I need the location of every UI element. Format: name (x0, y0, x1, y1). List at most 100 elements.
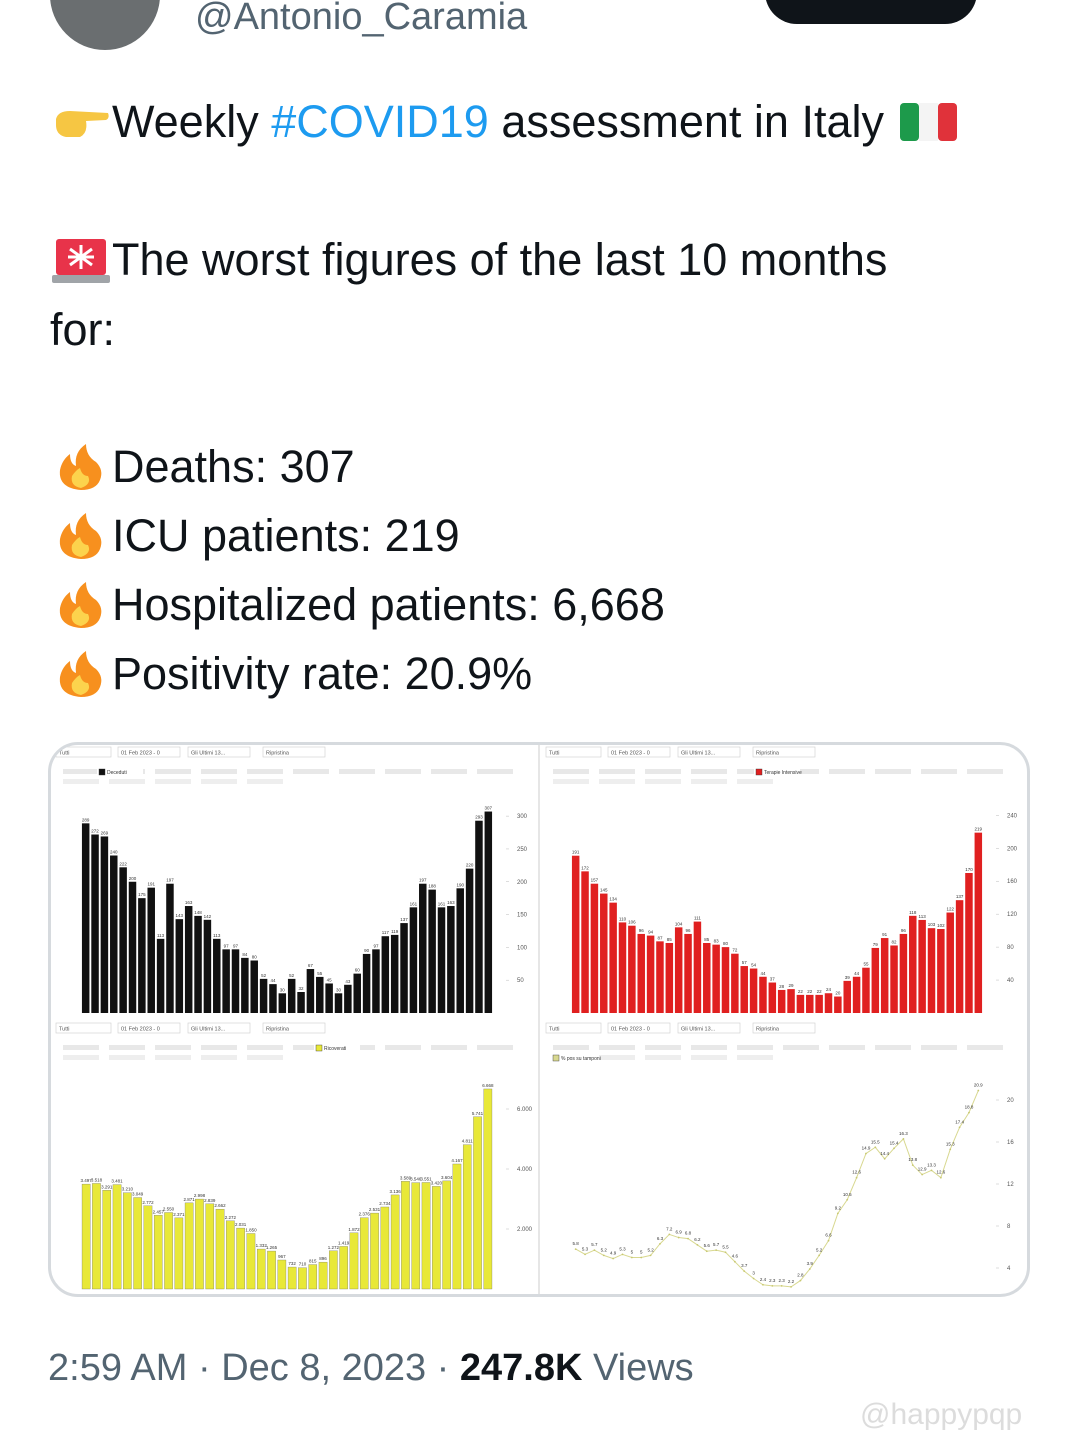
legend-placeholder (155, 1055, 191, 1060)
bar (241, 957, 249, 1013)
value-label: 118 (909, 910, 917, 915)
tweet-line: The worst figures of the last 10 months (50, 225, 887, 295)
chart-image[interactable]: Tutti 01 Feb 2023 - 0 Gli Ultimi 13... Ripr… (48, 742, 1030, 1297)
legend-bg (754, 767, 800, 776)
value-label: 1.332 (256, 1243, 268, 1248)
value-label: 5.2 (601, 1247, 608, 1252)
y-tick-label: 4.000 (517, 1167, 533, 1173)
toolbar-box (55, 1022, 112, 1034)
value-label: 272 (91, 829, 99, 834)
value-label: 80 (723, 941, 729, 946)
value-label: 15.5 (871, 1139, 880, 1144)
bar (329, 1250, 338, 1290)
value-label: 2.031 (235, 1222, 247, 1227)
value-label: 10.5 (843, 1192, 852, 1197)
value-label: 157 (591, 878, 599, 883)
point (630, 1256, 633, 1259)
value-label: 2.839 (204, 1198, 216, 1203)
point (659, 1242, 661, 1245)
value-label: 18.8 (965, 1105, 974, 1110)
bar (256, 1248, 266, 1290)
value-label: 13.8 (908, 1157, 917, 1162)
bar (128, 881, 137, 1013)
value-label: 15.3 (946, 1141, 955, 1146)
value-label: 289 (82, 817, 90, 822)
toolbar-item: Tutti (549, 751, 560, 757)
follow-button[interactable] (765, 0, 977, 24)
toolbar-box (187, 1022, 251, 1034)
fire-icon (59, 582, 102, 628)
point (855, 1176, 858, 1179)
value-label: 6.2 (694, 1237, 701, 1242)
value-label: 269 (101, 830, 109, 835)
value-label: 94 (648, 930, 654, 935)
bar (318, 1261, 328, 1290)
legend-placeholder (783, 1045, 819, 1050)
value-label: 12.9 (918, 1167, 927, 1172)
value-label: 293 (475, 815, 483, 820)
value-label: 28 (779, 984, 785, 989)
value-label: 79 (873, 942, 879, 947)
bar (456, 888, 464, 1013)
bar (693, 921, 702, 1013)
toolbar-box (187, 746, 251, 758)
value-label: 5.8 (573, 1241, 580, 1246)
bar (110, 855, 118, 1013)
toolbar-item: Gli Ultimi 13... (191, 1027, 226, 1033)
value-label: 2.662 (214, 1203, 226, 1208)
bar (432, 1186, 441, 1290)
legend-placeholder (155, 769, 191, 774)
point (574, 1248, 577, 1250)
bar (349, 1232, 359, 1290)
value-label: 57 (742, 960, 748, 965)
stat-text: Hospitalized patients: 6,668 (112, 579, 665, 630)
value-label: 96 (901, 928, 907, 933)
value-label: 142 (204, 914, 212, 919)
point (883, 1157, 886, 1160)
point (696, 1244, 699, 1246)
bar (637, 933, 645, 1013)
bar (787, 989, 795, 1013)
legend-label: Terapie Intensive (764, 770, 802, 776)
bar (269, 984, 277, 1013)
value-label: 55 (863, 962, 869, 967)
toolbar-box (677, 746, 741, 758)
fire-icon (59, 513, 102, 559)
point (893, 1147, 895, 1150)
timestamp[interactable]: 2:59 AM · Dec 8, 2023 · (48, 1347, 460, 1389)
bar (473, 1116, 482, 1290)
legend-placeholder (829, 769, 865, 774)
avatar[interactable] (50, 0, 160, 50)
legend-placeholder (921, 769, 957, 774)
legend-bg (97, 767, 143, 776)
legend-placeholder (691, 779, 727, 784)
bar (370, 1212, 379, 1290)
value-label: 67 (308, 963, 314, 968)
point (780, 1284, 783, 1287)
value-label: 13.3 (927, 1162, 936, 1167)
handle[interactable]: @Antonio_Caramia (195, 0, 528, 38)
hashtag[interactable]: #COVID19 (271, 96, 489, 147)
value-label: 106 (628, 920, 636, 925)
value-label: 119 (391, 929, 399, 934)
value-label: 113 (213, 933, 221, 938)
point (827, 1239, 830, 1242)
point (705, 1250, 708, 1253)
bar (119, 867, 127, 1013)
legend-placeholder (645, 769, 681, 774)
bar (918, 919, 926, 1013)
bar (100, 836, 109, 1013)
stat-text: ICU patients: 219 (112, 510, 460, 561)
pointing-hand-icon (56, 111, 109, 137)
value-label: 2.272 (225, 1215, 237, 1220)
value-label: 2.550 (163, 1207, 175, 1212)
value-label: 113 (919, 914, 927, 919)
legend-placeholder (201, 769, 237, 774)
value-label: 5.7 (591, 1242, 598, 1247)
bar (246, 1233, 256, 1290)
value-label: 5 (640, 1250, 643, 1255)
legend-placeholder (645, 1055, 681, 1060)
bar (437, 907, 446, 1013)
bar (401, 1181, 410, 1290)
value-label: 12.6 (936, 1170, 945, 1175)
